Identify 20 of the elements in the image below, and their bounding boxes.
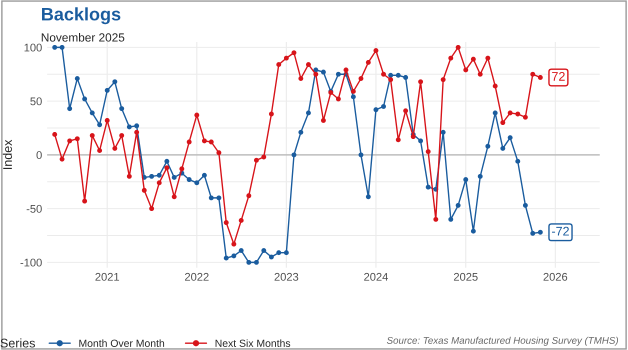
annotation: -72: [552, 226, 569, 236]
x-tick-label: 2023: [274, 272, 298, 281]
x-tick-label: 2026: [544, 272, 568, 281]
x-tick-label: 2022: [184, 272, 209, 281]
legend-label: Month Over Month: [79, 339, 164, 347]
y-axis-title: Index: [2, 140, 12, 170]
legend-title: Series: [0, 338, 35, 348]
chart-subtitle: November 2025: [42, 33, 124, 42]
y-tick-label: 0: [36, 151, 42, 160]
x-tick-label: 2025: [454, 272, 478, 281]
y-tick-label: 50: [30, 97, 42, 106]
x-tick-label: 2021: [95, 272, 120, 281]
x-tick-label: 2024: [364, 272, 388, 281]
y-tick-label: 100: [24, 44, 42, 52]
y-tick-label: -100: [20, 258, 42, 267]
source-note: Source: Texas Manufactured Housing Survey (TMHS): [386, 336, 618, 346]
legend-label: Next Six Months: [216, 339, 290, 347]
chart-title: Backlogs: [42, 7, 120, 24]
y-tick-label: -50: [26, 204, 42, 213]
annotation: 72: [552, 72, 565, 81]
